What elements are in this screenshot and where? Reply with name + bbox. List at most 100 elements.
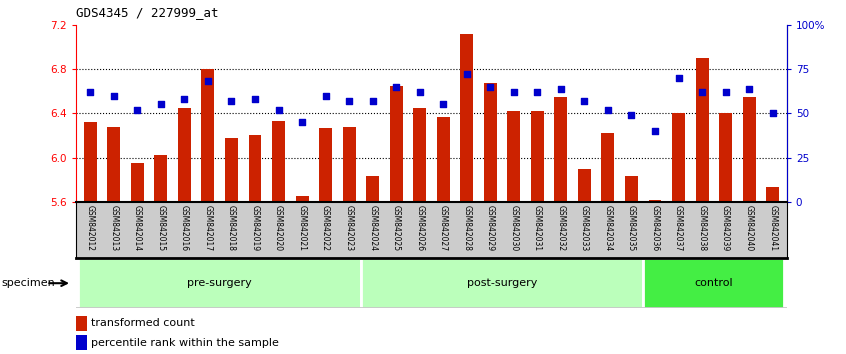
- Bar: [508, 111, 520, 202]
- Text: GSM842027: GSM842027: [439, 205, 448, 251]
- Bar: [76, 335, 86, 350]
- Bar: [484, 84, 497, 202]
- Bar: [319, 128, 332, 202]
- Text: control: control: [695, 278, 733, 288]
- Point: [602, 107, 615, 113]
- Point: [766, 110, 779, 116]
- Point: [672, 75, 685, 81]
- Text: GSM842037: GSM842037: [674, 205, 683, 251]
- Point: [343, 98, 356, 104]
- Text: GSM842029: GSM842029: [486, 205, 495, 251]
- Point: [272, 107, 285, 113]
- Bar: [602, 133, 614, 202]
- Bar: [578, 169, 591, 202]
- Bar: [625, 176, 638, 202]
- Bar: [272, 121, 285, 202]
- Bar: [554, 97, 568, 202]
- Bar: [766, 187, 779, 202]
- Bar: [343, 126, 355, 202]
- Text: GSM842024: GSM842024: [368, 205, 377, 251]
- Bar: [743, 97, 755, 202]
- Point: [107, 93, 121, 98]
- Point: [201, 79, 215, 84]
- Point: [695, 89, 709, 95]
- Point: [578, 98, 591, 104]
- Bar: [107, 126, 120, 202]
- Text: GSM842031: GSM842031: [533, 205, 541, 251]
- Text: GSM842039: GSM842039: [721, 205, 730, 251]
- Point: [130, 107, 144, 113]
- Text: GSM842036: GSM842036: [651, 205, 660, 251]
- Text: percentile rank within the sample: percentile rank within the sample: [91, 337, 279, 348]
- Point: [554, 86, 568, 91]
- Text: GSM842021: GSM842021: [298, 205, 306, 251]
- Text: GSM842016: GSM842016: [180, 205, 189, 251]
- Point: [648, 128, 662, 134]
- Bar: [649, 200, 662, 202]
- Text: GSM842033: GSM842033: [580, 205, 589, 251]
- Bar: [531, 111, 544, 202]
- Text: GSM842038: GSM842038: [698, 205, 706, 251]
- Point: [413, 89, 426, 95]
- Bar: [79, 258, 361, 308]
- Point: [225, 98, 239, 104]
- Bar: [719, 113, 732, 202]
- Bar: [201, 69, 214, 202]
- Text: GSM842017: GSM842017: [203, 205, 212, 251]
- Text: GSM842034: GSM842034: [603, 205, 613, 251]
- Point: [84, 89, 97, 95]
- Bar: [643, 258, 784, 308]
- Text: GSM842030: GSM842030: [509, 205, 519, 251]
- Text: GSM842023: GSM842023: [344, 205, 354, 251]
- Bar: [249, 135, 261, 202]
- Text: pre-surgery: pre-surgery: [187, 278, 252, 288]
- Text: GSM842012: GSM842012: [85, 205, 95, 251]
- Text: transformed count: transformed count: [91, 318, 195, 329]
- Point: [530, 89, 544, 95]
- Bar: [695, 58, 709, 202]
- Point: [154, 102, 168, 107]
- Bar: [154, 155, 168, 202]
- Text: GSM842040: GSM842040: [744, 205, 754, 251]
- Bar: [76, 316, 86, 331]
- Text: GSM842035: GSM842035: [627, 205, 636, 251]
- Text: post-surgery: post-surgery: [467, 278, 537, 288]
- Bar: [361, 258, 643, 308]
- Point: [389, 84, 403, 90]
- Point: [742, 86, 755, 91]
- Bar: [225, 138, 238, 202]
- Bar: [131, 163, 144, 202]
- Point: [624, 112, 638, 118]
- Text: GSM842018: GSM842018: [227, 205, 236, 251]
- Text: GSM842026: GSM842026: [415, 205, 424, 251]
- Text: GSM842020: GSM842020: [274, 205, 283, 251]
- Bar: [295, 196, 309, 202]
- Bar: [460, 34, 473, 202]
- Text: GSM842032: GSM842032: [557, 205, 565, 251]
- Point: [437, 102, 450, 107]
- Bar: [413, 108, 426, 202]
- Point: [178, 96, 191, 102]
- Point: [484, 84, 497, 90]
- Text: GSM842028: GSM842028: [462, 205, 471, 251]
- Bar: [390, 86, 403, 202]
- Point: [248, 96, 261, 102]
- Bar: [178, 108, 191, 202]
- Point: [507, 89, 520, 95]
- Text: GSM842025: GSM842025: [392, 205, 401, 251]
- Text: GSM842015: GSM842015: [157, 205, 165, 251]
- Text: GSM842019: GSM842019: [250, 205, 260, 251]
- Text: GSM842041: GSM842041: [768, 205, 777, 251]
- Point: [319, 93, 332, 98]
- Text: GSM842014: GSM842014: [133, 205, 142, 251]
- Text: GSM842013: GSM842013: [109, 205, 118, 251]
- Text: GDS4345 / 227999_at: GDS4345 / 227999_at: [76, 6, 218, 19]
- Point: [365, 98, 379, 104]
- Bar: [672, 113, 685, 202]
- Bar: [366, 176, 379, 202]
- Point: [719, 89, 733, 95]
- Point: [295, 119, 309, 125]
- Text: GSM842022: GSM842022: [321, 205, 330, 251]
- Point: [460, 72, 474, 77]
- Bar: [84, 122, 96, 202]
